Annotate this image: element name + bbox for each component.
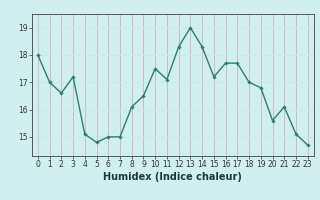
- X-axis label: Humidex (Indice chaleur): Humidex (Indice chaleur): [103, 172, 242, 182]
